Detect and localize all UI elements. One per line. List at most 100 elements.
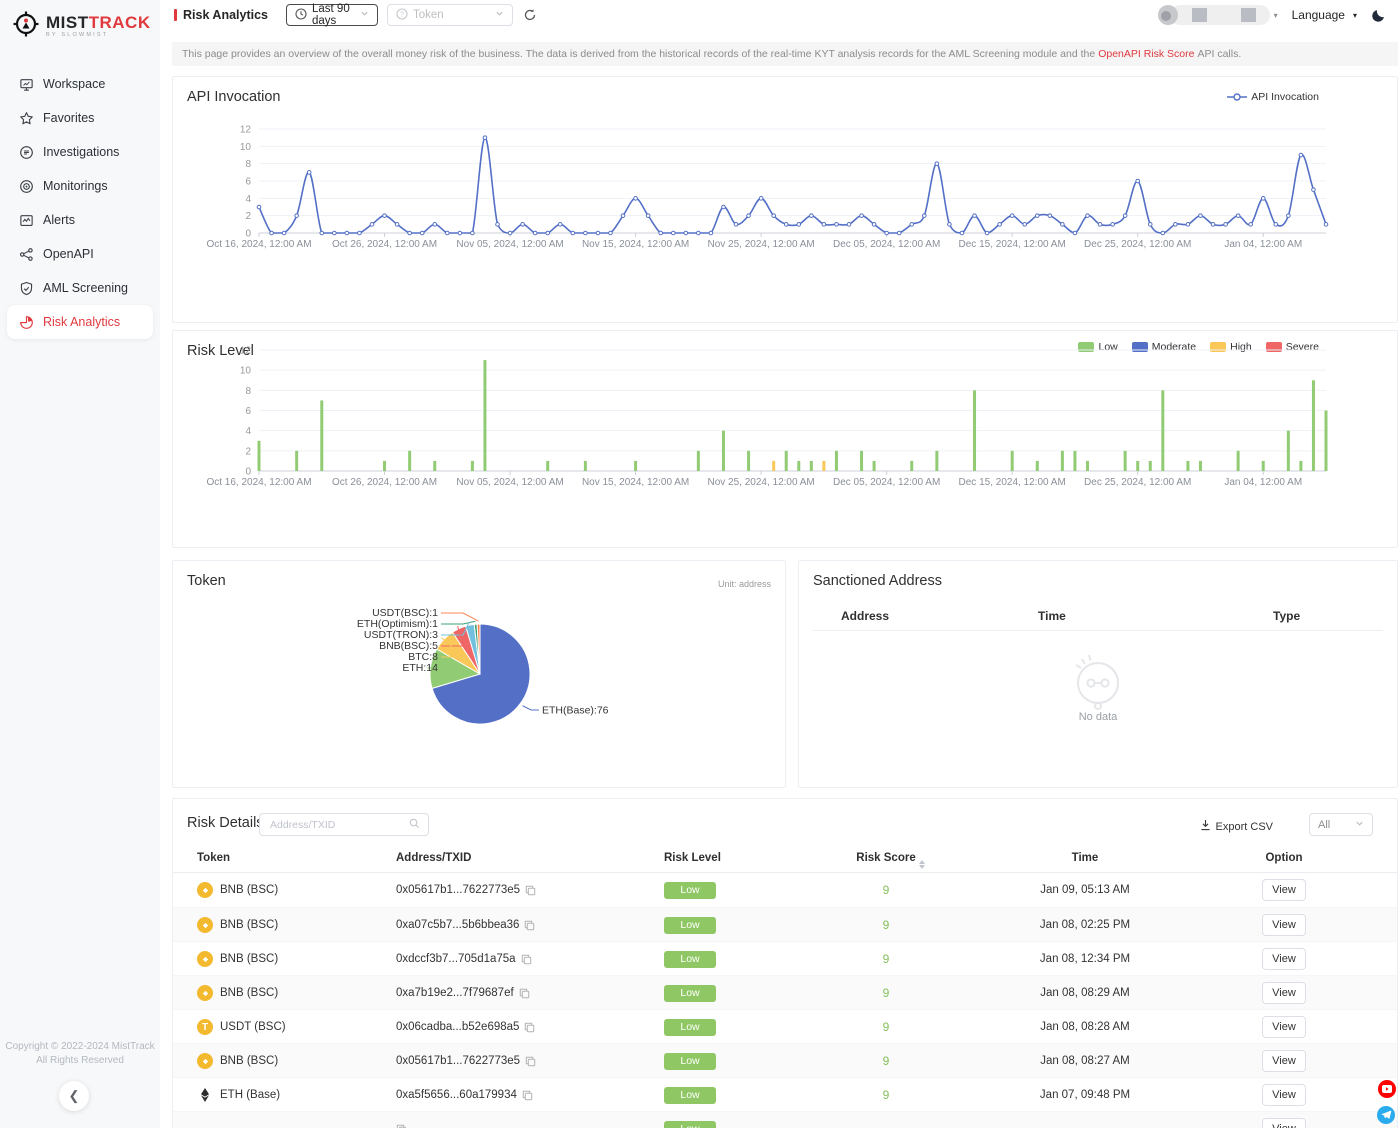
search-input[interactable] bbox=[268, 817, 409, 832]
copy-icon[interactable] bbox=[522, 1090, 533, 1101]
column-header-token: Token bbox=[197, 852, 231, 864]
chevron-down-icon: ▾ bbox=[1273, 10, 1278, 20]
copy-icon[interactable] bbox=[521, 954, 532, 965]
risk-details-panel: Risk Details Export CSV All Token Address… bbox=[172, 798, 1398, 1128]
language-select[interactable]: Language ▾ bbox=[1291, 8, 1357, 22]
token-panel: Token Unit: address USDT(BSC):1 ETH(Optim… bbox=[172, 560, 786, 788]
token-cell: BNB (BSC) bbox=[197, 873, 278, 907]
risk-level-filter-select[interactable]: All bbox=[1309, 813, 1373, 836]
risk-level-badge: Low bbox=[664, 916, 716, 934]
clock-icon bbox=[295, 7, 307, 23]
column-header-risk-level: Risk Level bbox=[664, 852, 721, 864]
address-text[interactable]: 0x06cadba...b52e698a5 bbox=[396, 1021, 520, 1033]
address-text[interactable]: 0xa5f5656...60a179934 bbox=[396, 1089, 517, 1101]
address-cell: 0x06cadba...b52e698a5 bbox=[396, 1010, 535, 1044]
svg-text:ETH:14: ETH:14 bbox=[402, 662, 438, 674]
export-csv-button[interactable]: Export CSV bbox=[1200, 819, 1273, 834]
user-name-redacted bbox=[1169, 5, 1270, 25]
option-cell: View bbox=[1244, 873, 1324, 907]
risk-level-badge: Low bbox=[664, 1018, 716, 1036]
legend-swatch bbox=[1078, 342, 1095, 352]
view-button[interactable]: View bbox=[1262, 1016, 1306, 1038]
option-cell: View bbox=[1244, 1010, 1324, 1044]
refresh-icon[interactable] bbox=[523, 8, 537, 22]
sidebar-item-favorites[interactable]: Favorites bbox=[0, 101, 160, 135]
table-row: BNB (BSC) 0xa07c5b7...5b6bbea36 Low 9 Jan 08… bbox=[173, 907, 1397, 941]
risk-score-cell bbox=[841, 1112, 931, 1128]
address-text[interactable]: 0x05617b1...7622773e5 bbox=[396, 1055, 521, 1067]
investigations-icon bbox=[18, 144, 34, 160]
sidebar-item-alerts[interactable]: Alerts bbox=[0, 203, 160, 237]
time-cell: Jan 07, 09:48 PM bbox=[1039, 1089, 1131, 1101]
column-header-risk-score: Risk Score bbox=[841, 852, 931, 869]
view-button[interactable]: View bbox=[1262, 948, 1306, 970]
sidebar-item-investigations[interactable]: Investigations bbox=[0, 135, 160, 169]
svg-text:Jan 04, 12:00 AM: Jan 04, 12:00 AM bbox=[1224, 477, 1302, 488]
sidebar-item-workspace[interactable]: Workspace bbox=[0, 67, 160, 101]
user-account-menu[interactable]: ▾ bbox=[1157, 5, 1278, 25]
svg-text:8: 8 bbox=[245, 159, 251, 170]
dark-mode-toggle[interactable] bbox=[1371, 8, 1386, 23]
sort-icons[interactable] bbox=[918, 859, 925, 870]
view-button[interactable]: View bbox=[1262, 1084, 1306, 1106]
address-text[interactable]: 0xdccf3b7...705d1a75a bbox=[396, 953, 516, 965]
option-cell: View bbox=[1244, 908, 1324, 942]
risk-level-panel: Risk Level Low Moderate High Severe 0 2 4 6 8 10… bbox=[172, 330, 1398, 548]
svg-text:0: 0 bbox=[245, 229, 251, 240]
sidebar-item-monitorings[interactable]: Monitorings bbox=[0, 169, 160, 203]
copy-icon[interactable] bbox=[519, 988, 530, 999]
risk-score-cell: 9 bbox=[882, 1020, 890, 1034]
view-button[interactable]: View bbox=[1262, 879, 1306, 901]
risk-score-cell: 9 bbox=[882, 986, 890, 1000]
sidebar-item-openapi[interactable]: OpenAPI bbox=[0, 237, 160, 271]
copy-icon[interactable] bbox=[525, 885, 536, 896]
no-data-icon bbox=[1064, 647, 1132, 720]
svg-text:Oct 16, 2024, 12:00 AM: Oct 16, 2024, 12:00 AM bbox=[206, 477, 311, 488]
risk-level-badge: Low bbox=[664, 984, 716, 1002]
openapi-risk-score-link[interactable]: OpenAPI Risk Score bbox=[1098, 48, 1195, 60]
date-range-select[interactable]: Last 90 days bbox=[286, 3, 378, 27]
view-button[interactable]: View bbox=[1262, 1050, 1306, 1072]
address-cell: 0x05617b1...7622773e5 bbox=[396, 1044, 536, 1078]
svg-text:Nov 05, 2024, 12:00 AM: Nov 05, 2024, 12:00 AM bbox=[456, 239, 563, 250]
time-cell: Jan 08, 08:28 AM bbox=[1040, 1021, 1130, 1033]
svg-text:BNB(BSC):5: BNB(BSC):5 bbox=[379, 640, 438, 652]
copy-icon[interactable] bbox=[525, 1056, 536, 1067]
address-text[interactable]: 0x05617b1...7622773e5 bbox=[396, 884, 521, 896]
sidebar-item-risk-analytics[interactable]: Risk Analytics bbox=[7, 305, 153, 339]
copy-icon[interactable] bbox=[524, 1022, 535, 1033]
search-icon[interactable] bbox=[409, 816, 420, 834]
svg-text:Dec 05, 2024, 12:00 AM: Dec 05, 2024, 12:00 AM bbox=[833, 477, 940, 488]
token-select[interactable]: ? Token bbox=[387, 4, 513, 26]
address-text[interactable]: 0xa7b19e2...7f79687ef bbox=[396, 987, 514, 999]
misttrack-logo[interactable]: MISTTRACK BY SLOWMIST bbox=[0, 0, 160, 43]
chevron-left-icon: ❮ bbox=[68, 1088, 80, 1103]
address-cell bbox=[396, 1112, 407, 1128]
sidebar-collapse-button[interactable]: ❮ bbox=[59, 1081, 89, 1111]
telegram-icon[interactable] bbox=[1377, 1106, 1395, 1124]
topbar-right: ▾ Language ▾ bbox=[1157, 5, 1386, 25]
legend-item[interactable]: API Invocation bbox=[1227, 91, 1319, 103]
svg-text:Dec 25, 2024, 12:00 AM: Dec 25, 2024, 12:00 AM bbox=[1084, 239, 1191, 250]
column-header-time: Time bbox=[1038, 609, 1066, 623]
copy-icon[interactable] bbox=[524, 920, 535, 931]
svg-text:Oct 26, 2024, 12:00 AM: Oct 26, 2024, 12:00 AM bbox=[332, 477, 437, 488]
view-button[interactable]: View bbox=[1262, 1118, 1306, 1128]
svg-text:Nov 25, 2024, 12:00 AM: Nov 25, 2024, 12:00 AM bbox=[707, 477, 814, 488]
youtube-icon[interactable] bbox=[1378, 1080, 1396, 1098]
risk-level-chart: 0 2 4 6 8 10 12 Oct 16, 2024, 12:00 AM Oct 26, 2… bbox=[189, 337, 1369, 497]
bnb-token-icon bbox=[197, 985, 213, 1001]
copy-icon[interactable] bbox=[396, 1124, 407, 1128]
info-banner: This page provides an overview of the ov… bbox=[172, 42, 1398, 66]
svg-text:0: 0 bbox=[245, 467, 251, 478]
view-button[interactable]: View bbox=[1262, 914, 1306, 936]
panel-title: Risk Details bbox=[187, 815, 264, 831]
view-button[interactable]: View bbox=[1262, 982, 1306, 1004]
column-header-address-txid: Address/TXID bbox=[396, 852, 472, 864]
sidebar-item-aml-screening[interactable]: AML Screening bbox=[0, 271, 160, 305]
no-data-text: No data bbox=[1078, 711, 1118, 723]
address-cell: 0x05617b1...7622773e5 bbox=[396, 873, 536, 907]
address-text[interactable]: 0xa07c5b7...5b6bbea36 bbox=[396, 919, 520, 931]
avatar bbox=[1157, 5, 1178, 25]
